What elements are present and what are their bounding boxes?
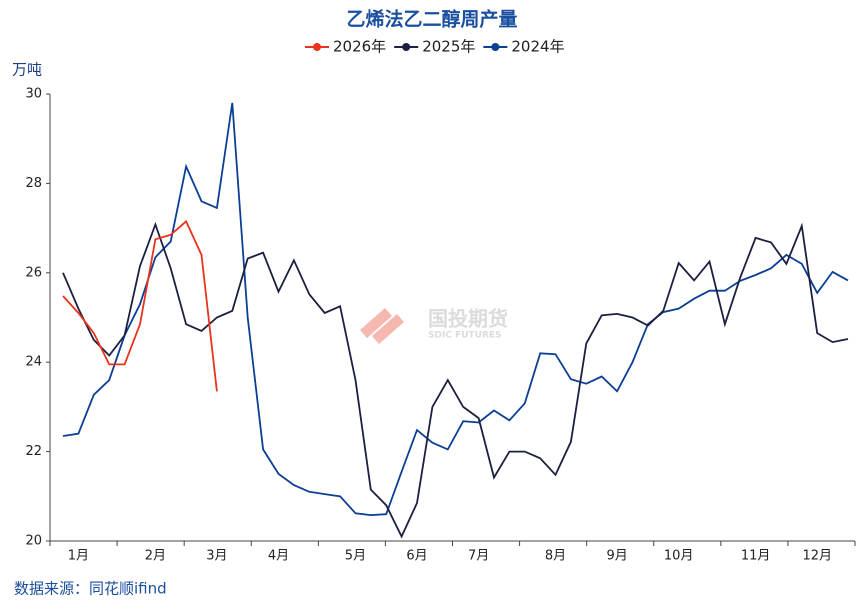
x-tick-label: 11月 <box>741 549 771 564</box>
x-tick-label: 3月 <box>206 549 227 564</box>
y-axis-label: 万吨 <box>12 61 42 79</box>
x-tick-label: 5月 <box>345 549 366 564</box>
x-tick-label: 6月 <box>406 549 427 564</box>
legend-marker <box>313 43 321 51</box>
y-tick-label: 28 <box>25 176 42 191</box>
legend-marker <box>491 43 500 51</box>
x-tick-label: 8月 <box>545 549 566 564</box>
y-tick-label: 20 <box>25 534 42 549</box>
x-tick-label: 4月 <box>268 549 289 564</box>
x-tick-label: 7月 <box>468 549 489 564</box>
y-tick-label: 24 <box>25 355 42 370</box>
x-tick-label: 12月 <box>802 549 832 564</box>
legend-label: 2025年 <box>422 38 475 56</box>
y-tick-label: 30 <box>25 87 42 102</box>
y-tick-label: 22 <box>25 444 42 459</box>
legend: 2026年 2025年 2024年 <box>305 38 565 56</box>
series-line <box>62 221 849 539</box>
source: 数据来源：同花顺ifind <box>14 580 167 598</box>
legend-marker <box>402 43 411 51</box>
x-tick-label: 1月 <box>68 549 89 564</box>
y-tick-label: 26 <box>25 265 42 280</box>
x-tick-label: 9月 <box>606 549 627 564</box>
series-line <box>62 219 218 392</box>
legend-label: 2024年 <box>511 38 564 56</box>
legend-label: 2026年 <box>333 38 386 56</box>
watermark-text: 国投期货 <box>428 307 508 331</box>
watermark-subtext: SDIC FUTURES <box>428 331 502 341</box>
watermark-logo <box>360 308 404 344</box>
x-tick-label: 2月 <box>145 549 166 564</box>
watermark: 国投期货 SDIC FUTURES <box>360 307 508 344</box>
x-tick-label: 10月 <box>664 549 694 564</box>
chart-title: 乙烯法乙二醇周产量 <box>346 8 517 31</box>
